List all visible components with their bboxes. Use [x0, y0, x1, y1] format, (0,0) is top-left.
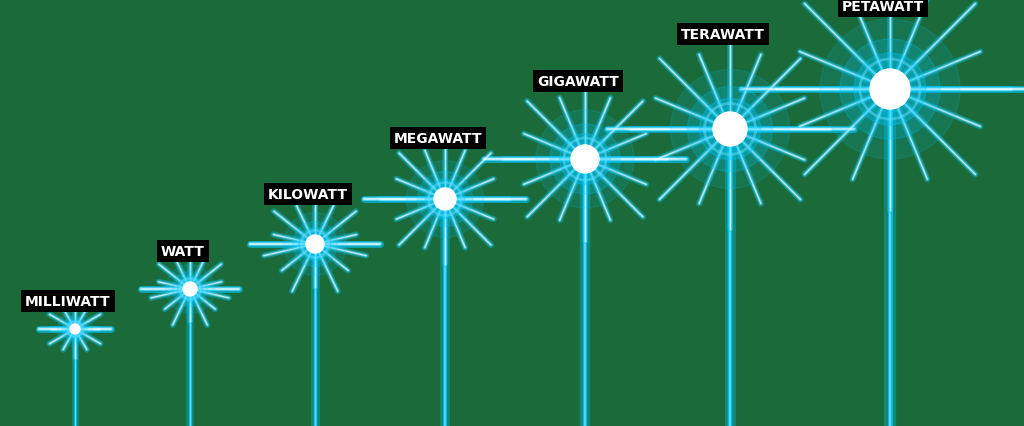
Text: GIGAWATT: GIGAWATT: [537, 75, 618, 89]
Text: KILOWATT: KILOWATT: [268, 187, 348, 201]
Circle shape: [284, 213, 346, 276]
Circle shape: [713, 113, 746, 147]
Circle shape: [57, 312, 92, 347]
Circle shape: [166, 265, 214, 314]
Circle shape: [434, 189, 456, 210]
Text: TERAWATT: TERAWATT: [681, 28, 765, 42]
Circle shape: [550, 125, 620, 195]
Circle shape: [854, 54, 926, 126]
Circle shape: [70, 324, 80, 334]
Circle shape: [183, 282, 197, 296]
Circle shape: [177, 277, 203, 302]
Circle shape: [306, 236, 324, 253]
Text: MILLIWATT: MILLIWATT: [26, 294, 111, 308]
Circle shape: [293, 222, 338, 267]
Text: PETAWATT: PETAWATT: [842, 0, 924, 14]
Circle shape: [536, 111, 634, 208]
Circle shape: [671, 70, 790, 189]
Circle shape: [299, 228, 331, 261]
Circle shape: [699, 99, 761, 160]
Circle shape: [687, 87, 772, 172]
Circle shape: [425, 180, 465, 219]
Circle shape: [571, 146, 599, 173]
Circle shape: [62, 317, 87, 342]
Circle shape: [840, 40, 940, 140]
Circle shape: [418, 172, 472, 227]
Circle shape: [870, 70, 910, 110]
Circle shape: [407, 161, 483, 238]
Circle shape: [172, 272, 208, 307]
Text: WATT: WATT: [161, 245, 205, 259]
Circle shape: [66, 320, 84, 338]
Circle shape: [820, 20, 961, 160]
Circle shape: [560, 135, 610, 185]
Text: MEGAWATT: MEGAWATT: [393, 132, 482, 146]
